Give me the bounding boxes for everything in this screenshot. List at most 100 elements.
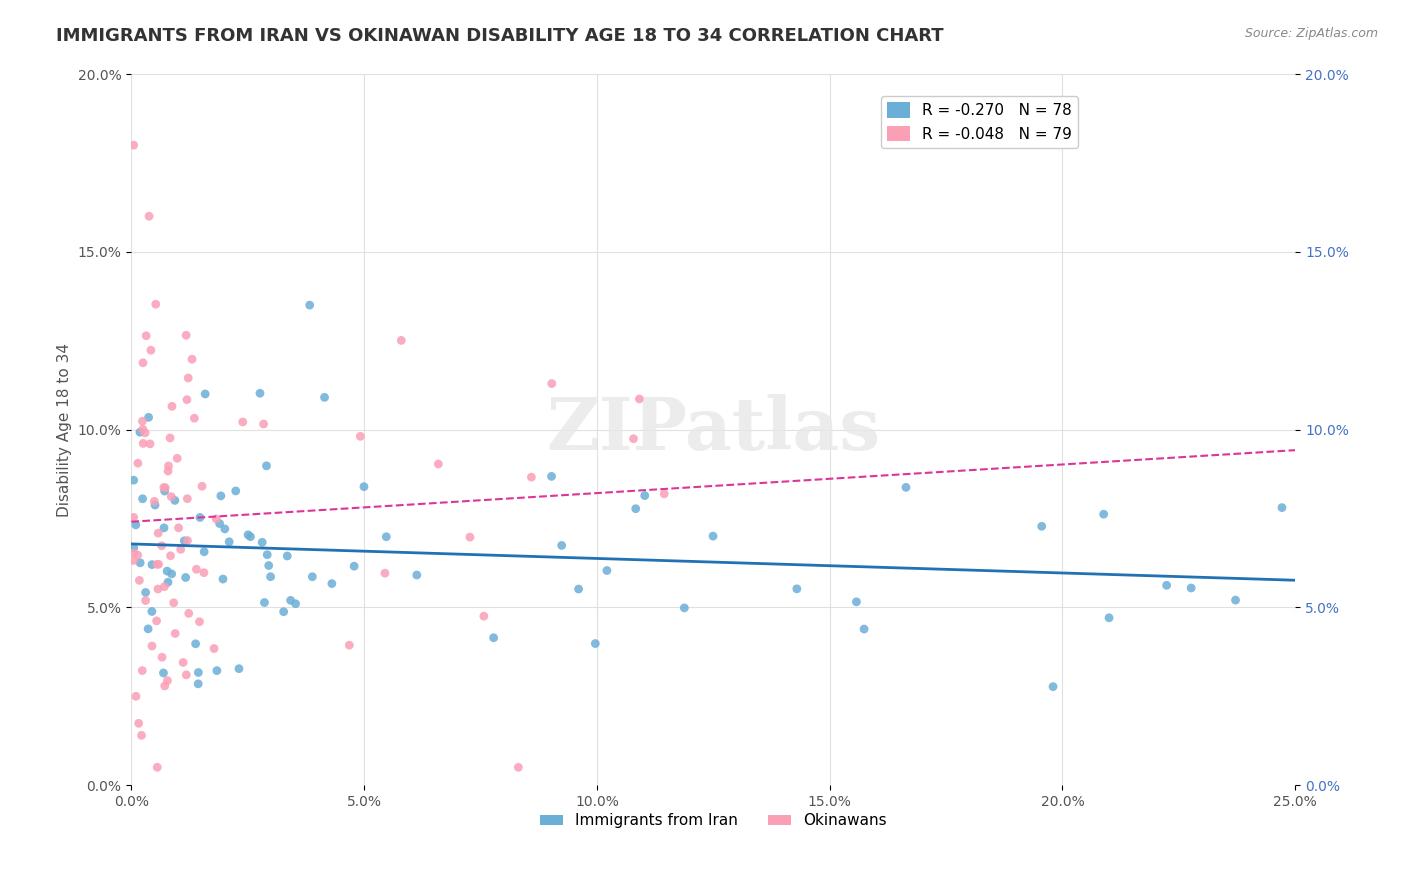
Point: [150, 650, 173, 665]
Point: [208, 516, 231, 531]
Point: [176, 668, 198, 682]
Point: [482, 631, 505, 645]
Point: [129, 556, 152, 570]
Point: [129, 425, 152, 440]
Point: [157, 464, 180, 478]
Point: [184, 637, 207, 651]
Point: [193, 566, 215, 580]
Point: [131, 414, 153, 428]
Point: [702, 529, 724, 543]
Point: [1098, 611, 1121, 625]
Point: [321, 576, 343, 591]
Point: [540, 469, 562, 483]
Point: [174, 570, 197, 584]
Point: [125, 517, 148, 532]
Point: [157, 458, 180, 473]
Point: [174, 328, 197, 343]
Point: [159, 431, 181, 445]
Point: [508, 760, 530, 774]
Point: [186, 562, 208, 576]
Point: [337, 638, 360, 652]
Point: [550, 538, 572, 552]
Point: [122, 553, 145, 567]
Point: [209, 489, 232, 503]
Point: [314, 390, 336, 404]
Point: [853, 622, 876, 636]
Point: [284, 597, 307, 611]
Point: [160, 566, 183, 581]
Point: [153, 481, 176, 495]
Point: [249, 386, 271, 401]
Point: [1271, 500, 1294, 515]
Point: [205, 664, 228, 678]
Point: [160, 400, 183, 414]
Point: [652, 487, 675, 501]
Point: [298, 298, 321, 312]
Point: [176, 533, 198, 548]
Point: [1031, 519, 1053, 533]
Point: [167, 521, 190, 535]
Point: [156, 575, 179, 590]
Point: [1042, 680, 1064, 694]
Point: [458, 530, 481, 544]
Point: [375, 530, 398, 544]
Point: [138, 209, 160, 223]
Point: [353, 480, 375, 494]
Point: [301, 570, 323, 584]
Point: [256, 458, 278, 473]
Point: [239, 530, 262, 544]
Point: [136, 622, 159, 636]
Point: [191, 479, 214, 493]
Point: [405, 568, 427, 582]
Point: [259, 570, 281, 584]
Point: [141, 639, 163, 653]
Point: [141, 605, 163, 619]
Point: [127, 456, 149, 470]
Point: [139, 437, 162, 451]
Point: [156, 564, 179, 578]
Point: [236, 528, 259, 542]
Point: [257, 558, 280, 573]
Point: [1092, 507, 1115, 521]
Point: [155, 481, 177, 495]
Point: [232, 415, 254, 429]
Y-axis label: Disability Age 18 to 34: Disability Age 18 to 34: [58, 343, 72, 516]
Point: [225, 483, 247, 498]
Point: [183, 411, 205, 425]
Point: [343, 559, 366, 574]
Point: [170, 542, 193, 557]
Point: [146, 760, 169, 774]
Point: [172, 656, 194, 670]
Point: [128, 574, 150, 588]
Text: ZIPatlas: ZIPatlas: [546, 394, 880, 465]
Point: [125, 690, 148, 704]
Point: [583, 636, 606, 650]
Point: [177, 607, 200, 621]
Point: [163, 493, 186, 508]
Point: [132, 356, 155, 370]
Point: [218, 534, 240, 549]
Point: [132, 422, 155, 436]
Point: [253, 417, 276, 431]
Point: [540, 376, 562, 391]
Point: [135, 585, 157, 599]
Point: [520, 470, 543, 484]
Point: [187, 665, 209, 680]
Point: [153, 679, 176, 693]
Point: [389, 334, 412, 348]
Point: [145, 297, 167, 311]
Point: [1225, 593, 1247, 607]
Point: [138, 410, 160, 425]
Point: [273, 605, 295, 619]
Point: [786, 582, 808, 596]
Point: [131, 728, 153, 742]
Point: [156, 673, 179, 688]
Point: [188, 510, 211, 524]
Text: Source: ZipAtlas.com: Source: ZipAtlas.com: [1244, 27, 1378, 40]
Point: [194, 387, 217, 401]
Point: [176, 491, 198, 506]
Point: [250, 535, 273, 549]
Point: [202, 641, 225, 656]
Point: [146, 558, 169, 572]
Point: [472, 609, 495, 624]
